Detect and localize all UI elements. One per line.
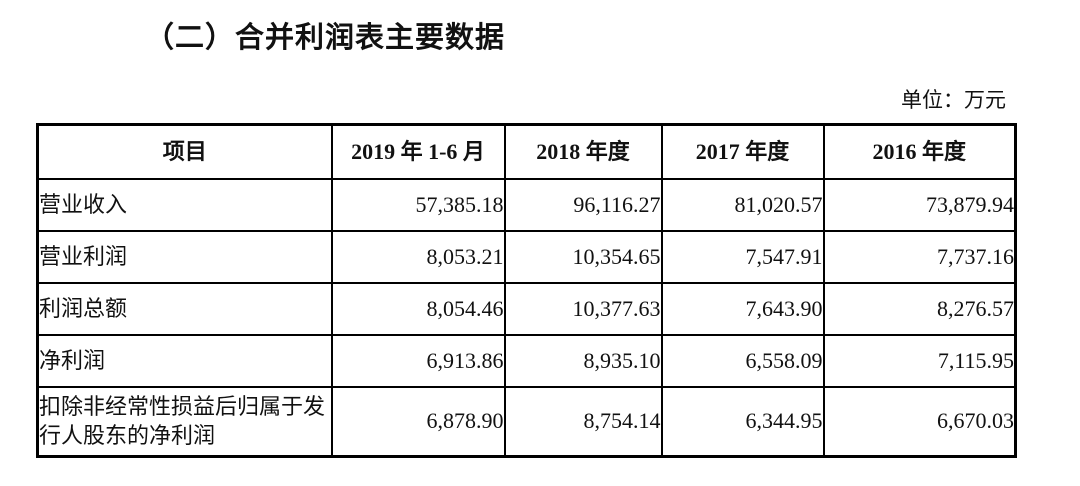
table-header-row: 项目 2019 年 1-6 月 2018 年度 2017 年度 2016 年度 [36, 123, 1017, 180]
page-title: （二）合并利润表主要数据 [145, 22, 506, 54]
cell-value: 81,020.57 [660, 177, 825, 232]
cell-value: 10,354.65 [503, 229, 663, 284]
column-header-2017: 2017 年度 [660, 123, 825, 180]
cell-value: 6,670.03 [822, 385, 1017, 458]
table-row-operating-profit: 营业利润 8,053.21 10,354.65 7,547.91 7,737.1… [36, 229, 1017, 284]
income-statement-table: 项目 2019 年 1-6 月 2018 年度 2017 年度 2016 年度 … [36, 123, 1017, 458]
cell-value: 8,935.10 [503, 333, 663, 388]
cell-value: 73,879.94 [822, 177, 1017, 232]
cell-value: 6,558.09 [660, 333, 825, 388]
table-row-total-profit: 利润总额 8,054.46 10,377.63 7,643.90 8,276.5… [36, 281, 1017, 336]
cell-value: 8,276.57 [822, 281, 1017, 336]
cell-value: 7,547.91 [660, 229, 825, 284]
cell-value: 57,385.18 [330, 177, 506, 232]
cell-value: 6,878.90 [330, 385, 506, 458]
cell-value: 96,116.27 [503, 177, 663, 232]
cell-value: 6,913.86 [330, 333, 506, 388]
column-header-2018: 2018 年度 [503, 123, 663, 180]
column-header-2019: 2019 年 1-6 月 [330, 123, 506, 180]
cell-value: 6,344.95 [660, 385, 825, 458]
cell-value: 10,377.63 [503, 281, 663, 336]
unit-label: 单位：万元 [901, 88, 1006, 112]
cell-value: 7,737.16 [822, 229, 1017, 284]
row-label: 净利润 [36, 333, 333, 388]
row-label: 营业收入 [36, 177, 333, 232]
column-header-2016: 2016 年度 [822, 123, 1017, 180]
row-label: 营业利润 [36, 229, 333, 284]
cell-value: 8,054.46 [330, 281, 506, 336]
row-label: 利润总额 [36, 281, 333, 336]
cell-value: 8,754.14 [503, 385, 663, 458]
table-row-net-profit-deducting-nonrecurring: 扣除非经常性损益后归属于发行人股东的净利润 6,878.90 8,754.14 … [36, 385, 1017, 458]
cell-value: 8,053.21 [330, 229, 506, 284]
row-label: 扣除非经常性损益后归属于发行人股东的净利润 [36, 385, 333, 458]
cell-value: 7,643.90 [660, 281, 825, 336]
cell-value: 7,115.95 [822, 333, 1017, 388]
table-row-operating-revenue: 营业收入 57,385.18 96,116.27 81,020.57 73,87… [36, 177, 1017, 232]
column-header-item: 项目 [36, 123, 333, 180]
table-row-net-profit: 净利润 6,913.86 8,935.10 6,558.09 7,115.95 [36, 333, 1017, 388]
